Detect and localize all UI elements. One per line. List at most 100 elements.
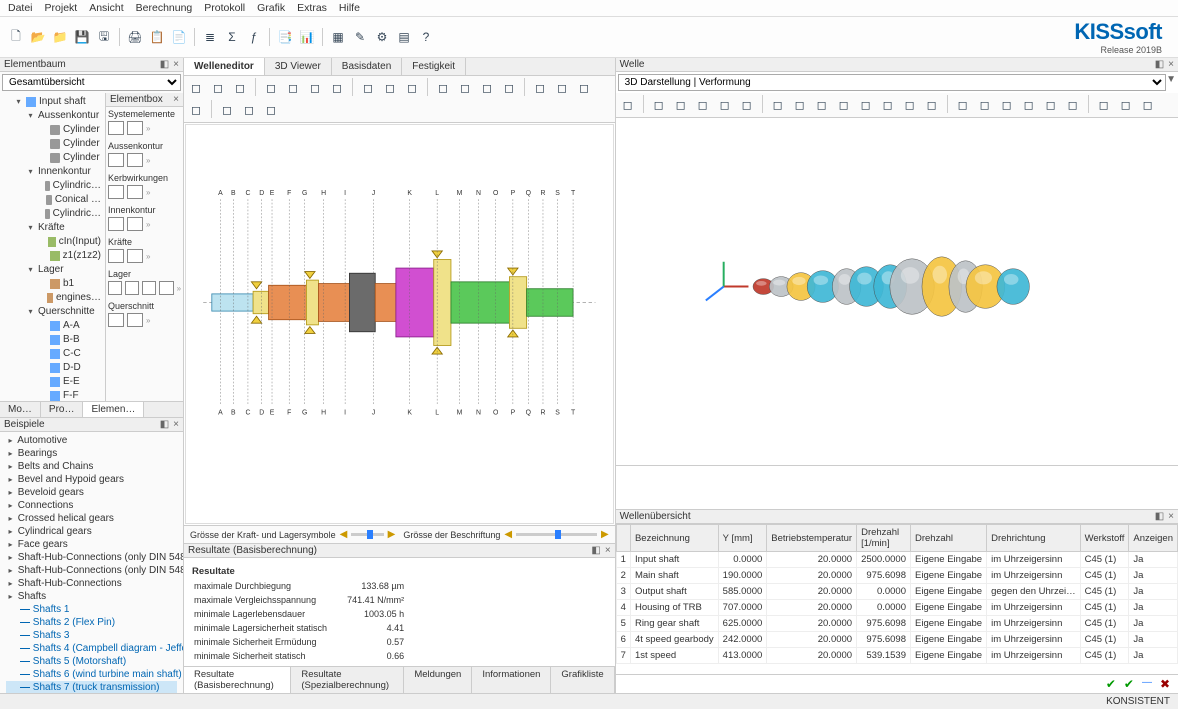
elbox-item[interactable] [127, 249, 143, 263]
editor-tab[interactable]: Basisdaten [332, 58, 402, 75]
example-item[interactable]: ⎯⎯ Shafts 6 (wind turbine main shaft) [6, 668, 177, 681]
tree-node[interactable]: Cylindric… [4, 207, 101, 221]
table-icon[interactable]: ▦ [328, 27, 348, 47]
tree-node[interactable]: C-C [4, 347, 101, 361]
chart-icon[interactable]: 📊 [297, 27, 317, 47]
report-icon[interactable]: 📑 [275, 27, 295, 47]
shaft-editor-canvas[interactable]: AABBCCDDEEFFGGHHIIJJKKLLMMNNOOPPQQRRSSTT [185, 124, 614, 524]
elbox-item[interactable] [108, 217, 124, 231]
elbox-item[interactable] [127, 217, 143, 231]
menu-grafik[interactable]: Grafik [257, 2, 285, 14]
arrow-left-icon[interactable]: ◻ [477, 78, 497, 98]
arrows-icon[interactable]: ◻ [530, 78, 550, 98]
close-icon[interactable]: × [173, 59, 179, 70]
misc2[interactable]: ◻ [327, 78, 347, 98]
save-as-icon[interactable]: 🖫 [94, 27, 114, 47]
example-category[interactable]: ▸ Bevel and Hypoid gears [6, 473, 177, 486]
print-icon[interactable]: ◻ [1063, 95, 1083, 115]
tree-node[interactable]: engines… [4, 291, 101, 305]
cube1-icon[interactable]: ◻ [768, 95, 788, 115]
vline-icon[interactable]: ◻ [239, 100, 259, 120]
print-icon[interactable]: ◻ [261, 100, 281, 120]
save-icon[interactable]: ◻ [997, 95, 1017, 115]
pan-icon[interactable]: ◻ [671, 95, 691, 115]
elbox-item[interactable] [127, 313, 143, 327]
tree-tab[interactable]: Elemen… [83, 402, 144, 417]
tree-node[interactable]: B-B [4, 333, 101, 347]
example-category[interactable]: ▸ Beveloid gears [6, 486, 177, 499]
tree-node[interactable]: ▾Kräfte [4, 221, 101, 235]
paste-icon[interactable]: 📄 [169, 27, 189, 47]
copy-icon[interactable]: 📋 [147, 27, 167, 47]
wrench-icon[interactable]: ◻ [953, 95, 973, 115]
minimize-icon[interactable]: — [1142, 677, 1152, 691]
table-row[interactable]: 4Housing of TRB707.000020.00000.0000Eige… [616, 600, 1177, 616]
grid-icon[interactable]: ◻ [380, 78, 400, 98]
cube5-icon[interactable]: ◻ [856, 95, 876, 115]
example-item[interactable]: ⎯⎯ Shafts 1 [6, 603, 177, 616]
table-row[interactable]: 71st speed413.000020.0000539.1539Eigene … [616, 648, 1177, 664]
tree-node[interactable]: D-D [4, 361, 101, 375]
elbox-item[interactable] [108, 185, 124, 199]
grid-icon[interactable]: ▤ [394, 27, 414, 47]
misc3[interactable]: ◻ [358, 78, 378, 98]
examples-list[interactable]: ▸ Automotive▸ Bearings▸ Belts and Chains… [0, 432, 183, 693]
results-tab[interactable]: Resultate (Basisberechnung) [184, 667, 291, 693]
tree-node[interactable]: A-A [4, 319, 101, 333]
validate-ok-icon[interactable]: ✔ [1106, 677, 1116, 691]
results-tab[interactable]: Grafikliste [551, 667, 614, 693]
zoom-in-icon[interactable]: ◻ [433, 78, 453, 98]
pin-icon[interactable]: ◧ [160, 59, 169, 70]
cube3-icon[interactable]: ◻ [812, 95, 832, 115]
zoom-icon[interactable]: ◻ [693, 95, 713, 115]
table-row[interactable]: 2Main shaft190.000020.0000975.6098Eigene… [616, 568, 1177, 584]
editor-tab[interactable]: Festigkeit [402, 58, 466, 75]
edit-table-icon[interactable]: ✎ [350, 27, 370, 47]
close-icon[interactable]: × [1168, 511, 1174, 522]
shaft-icon[interactable]: ◻ [230, 78, 250, 98]
menu-extras[interactable]: Extras [297, 2, 327, 14]
add-icon[interactable]: ◻ [208, 78, 228, 98]
cube8-icon[interactable]: ◻ [922, 95, 942, 115]
results-tab[interactable]: Meldungen [404, 667, 472, 693]
example-category[interactable]: ▸ Connections [6, 499, 177, 512]
3d-canvas[interactable] [616, 118, 1178, 465]
validate-ok2-icon[interactable]: ✔ [1124, 677, 1134, 691]
table-row[interactable]: 5Ring gear shaft625.000020.0000975.6098E… [616, 616, 1177, 632]
example-category[interactable]: ▸ Bearings [6, 447, 177, 460]
symbol-size-slider[interactable] [351, 533, 383, 536]
menu-datei[interactable]: Datei [8, 2, 33, 14]
pin-icon[interactable]: ◧ [1155, 511, 1164, 522]
editor-tab[interactable]: 3D Viewer [265, 58, 332, 75]
tree-node[interactable]: ▾Lager [4, 263, 101, 277]
example-item[interactable]: ⎯⎯ Shafts 5 (Motorshaft) [6, 655, 177, 668]
tree-node[interactable]: Cylinder [4, 137, 101, 151]
new-file-icon[interactable]: 🗋 [6, 27, 26, 47]
element-tree[interactable]: ▾Input shaft▾AussenkonturCylinderCylinde… [0, 93, 105, 401]
fx-icon[interactable]: ƒ [244, 27, 264, 47]
tree-node[interactable]: ▾Innenkontur [4, 165, 101, 179]
tree-node[interactable]: cIn(Input) [4, 235, 101, 249]
overview-combo[interactable]: Gesamtübersicht [2, 74, 181, 91]
play-icon[interactable]: ◻ [1138, 95, 1158, 115]
tree-node[interactable]: Cylindric… [4, 179, 101, 193]
close-icon[interactable]: × [605, 545, 611, 556]
example-category[interactable]: ▸ Shaft-Hub-Connections [6, 577, 177, 590]
table-row[interactable]: 64t speed gearbody242.000020.0000975.609… [616, 632, 1177, 648]
cube4-icon[interactable]: ◻ [834, 95, 854, 115]
example-item[interactable]: ⎯⎯ Shafts 3 [6, 629, 177, 642]
arrow-right-icon[interactable]: ◻ [499, 78, 519, 98]
tree-node[interactable]: Cylinder [4, 123, 101, 137]
orbit-icon[interactable]: ◻ [649, 95, 669, 115]
zoom-fit-icon[interactable]: ◻ [402, 78, 422, 98]
elbox-item[interactable] [142, 281, 156, 295]
zoom-out-icon[interactable]: ◻ [455, 78, 475, 98]
editor-tab[interactable]: Welleneditor [184, 58, 265, 75]
table-row[interactable]: 1Input shaft0.000020.00002500.0000Eigene… [616, 552, 1177, 568]
more-icon[interactable]: ◻ [1116, 95, 1136, 115]
results-tab[interactable]: Resultate (Spezialberechnung) [291, 667, 404, 693]
tree-node[interactable]: E-E [4, 375, 101, 389]
gear-settings-icon[interactable]: ⚙ [372, 27, 392, 47]
tree-node[interactable]: ▾Aussenkontur [4, 109, 101, 123]
elbox-item[interactable] [127, 185, 143, 199]
